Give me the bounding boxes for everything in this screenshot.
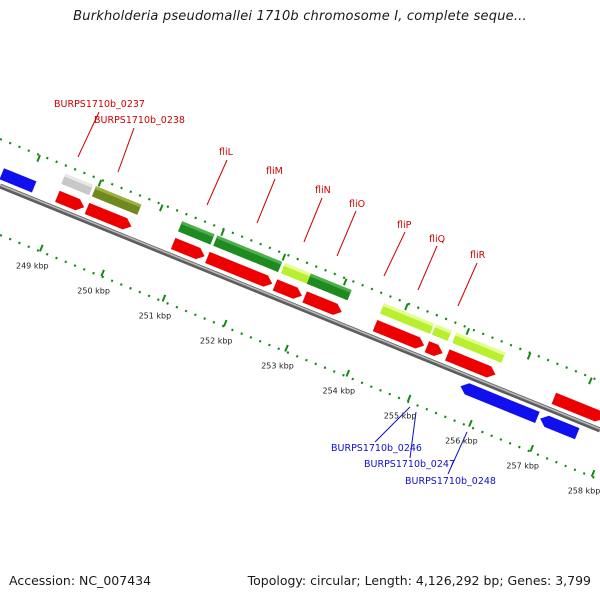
blast-hit-fliL[interactable]: [178, 221, 215, 245]
tick-mark: [468, 419, 473, 427]
label-fliP: fliP: [397, 220, 412, 231]
tick-mark-outer: [220, 228, 225, 237]
blast-hit-fliQ[interactable]: [431, 324, 452, 342]
tick-mark-outer: [159, 204, 164, 212]
scale-ticks: 249 kbp 250 kbp 251 kbp 252 kbp 253 kbp 254 k…: [16, 154, 600, 496]
blast-hit-fliO[interactable]: [306, 273, 352, 301]
label-fliN: fliN: [315, 185, 331, 196]
genome-stats-text: Topology: circular; Length: 4,126,292 bp…: [247, 573, 591, 588]
tick-label: 252 kbp: [200, 336, 233, 345]
tick-mark: [406, 394, 412, 402]
backbone: [0, 183, 600, 433]
label-fliO: fliO: [349, 199, 365, 210]
tick-mark: [161, 294, 167, 302]
cds-fliR-arrow[interactable]: [445, 349, 498, 380]
tick-label: 249 kbp: [16, 261, 49, 270]
tick-label: 253 kbp: [261, 361, 294, 370]
tick-mark-outer: [465, 327, 471, 336]
tick-mark-outer: [588, 377, 593, 385]
tick-mark-outer: [404, 303, 409, 311]
tick-label: 250 kbp: [77, 286, 110, 295]
cds-0246-arrow[interactable]: [458, 381, 540, 424]
tick-mark: [284, 344, 289, 352]
label-fliR: fliR: [470, 250, 486, 261]
tick-label: 251 kbp: [139, 311, 172, 320]
label-burps-0238: BURPS1710b_0238: [94, 115, 185, 126]
backbone-highlight: [0, 184, 600, 430]
label-burps-0246: BURPS1710b_0246: [331, 443, 422, 454]
blast-hit-fliN[interactable]: [280, 263, 311, 284]
cds-fliQ-arrow[interactable]: [424, 341, 445, 359]
label-fliL: fliL: [219, 147, 234, 158]
cds-0238-arrow[interactable]: [84, 202, 134, 232]
label-fliQ: fliQ: [429, 234, 445, 245]
tick-mark-outer: [281, 253, 287, 261]
tick-label: 254 kbp: [323, 386, 356, 395]
tick-label: 255 kbp: [384, 412, 417, 421]
blast-hit-fliR[interactable]: [452, 332, 506, 363]
tick-mark: [100, 269, 105, 277]
label-burps-0237: BURPS1710b_0237: [54, 99, 145, 110]
tick-mark-outer: [342, 278, 348, 286]
accession-text: Accession: NC_007434: [9, 573, 152, 588]
cds-fliL-arrow[interactable]: [170, 237, 207, 262]
tick-mark: [590, 469, 596, 477]
blast-hit-0238[interactable]: [91, 186, 142, 215]
tick-label: 257 kbp: [506, 462, 539, 471]
cds-fliP-arrow[interactable]: [372, 320, 427, 351]
map-title: Burkholderia pseudomallei 1710b chromoso…: [73, 9, 527, 24]
inner-ring: [0, 233, 600, 482]
cds-fliO-arrow[interactable]: [302, 291, 344, 317]
tick-mark-outer: [526, 352, 532, 360]
tick-mark: [529, 444, 534, 452]
tick-mark-outer: [36, 154, 41, 162]
blast-hit-fliP[interactable]: [379, 303, 435, 334]
cds-right-1-arrow[interactable]: [551, 392, 600, 424]
cds-fliN-arrow[interactable]: [272, 279, 304, 301]
tick-label: 258 kbp: [568, 487, 600, 496]
cds-fliM-arrow[interactable]: [205, 251, 274, 289]
blast-hit-0237[interactable]: [61, 173, 94, 196]
cds-0247-arrow[interactable]: [538, 413, 580, 440]
outer-ring: [0, 137, 600, 383]
label-fliM: fliM: [266, 166, 283, 177]
tick-mark: [39, 244, 44, 252]
tick-mark: [345, 369, 351, 377]
tick-mark: [222, 319, 228, 327]
cds-0237-arrow[interactable]: [55, 190, 86, 213]
label-burps-0247: BURPS1710b_0247: [364, 459, 455, 470]
label-burps-0248: BURPS1710b_0248: [405, 476, 496, 487]
cds-left-reverse-arrow[interactable]: [0, 168, 37, 193]
tick-label: 256 kbp: [445, 437, 478, 446]
tick-mark-outer: [97, 179, 103, 187]
blast-hit-fliM[interactable]: [213, 235, 283, 273]
